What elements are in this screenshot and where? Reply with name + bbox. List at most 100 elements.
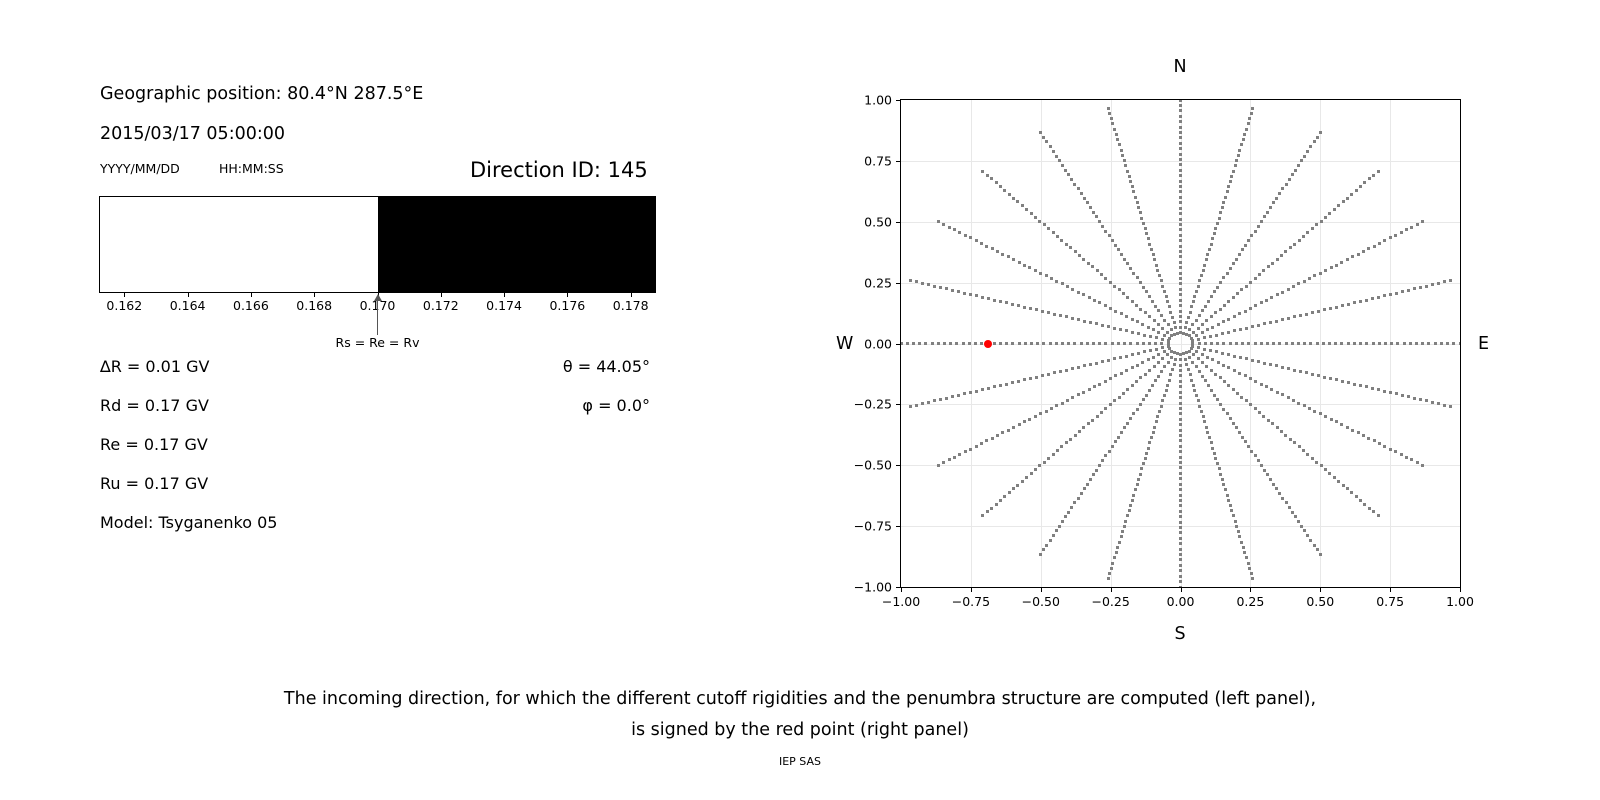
direction-point <box>1319 464 1323 468</box>
selected-direction-point[interactable] <box>983 339 992 348</box>
direction-point <box>1109 306 1113 310</box>
direction-point <box>1179 147 1182 151</box>
direction-point <box>1113 243 1117 247</box>
direction-point <box>969 447 973 451</box>
direction-point <box>1179 309 1182 313</box>
direction-point <box>1070 177 1074 181</box>
direction-point <box>1016 200 1020 204</box>
direction-point <box>1165 353 1169 357</box>
direction-point <box>963 291 967 295</box>
direction-point <box>1250 358 1254 362</box>
direction-point <box>1179 266 1182 270</box>
direction-point <box>1098 382 1102 386</box>
direction-point <box>1418 285 1422 289</box>
direction-point <box>1167 305 1171 309</box>
direction-point <box>1160 313 1164 317</box>
direction-point <box>1185 332 1189 336</box>
direction-point <box>1315 460 1319 464</box>
direction-point <box>1179 233 1182 237</box>
direction-point <box>1154 420 1158 424</box>
direction-point <box>1266 418 1270 422</box>
direction-point <box>1227 299 1231 303</box>
direction-point <box>1195 289 1199 293</box>
direction-point <box>1243 132 1247 136</box>
direction-point <box>1125 329 1128 333</box>
direction-point <box>1206 299 1210 303</box>
direction-point <box>1370 386 1374 390</box>
direction-point <box>1179 331 1182 335</box>
direction-point <box>1329 266 1333 270</box>
parameter-line: Rd = 0.17 GV <box>100 396 209 415</box>
direction-point <box>1258 273 1262 277</box>
direction-point <box>1244 357 1248 361</box>
direction-point <box>1179 255 1182 259</box>
direction-point <box>1313 274 1317 278</box>
direction-point <box>1057 159 1061 163</box>
direction-point <box>1179 574 1182 578</box>
direction-point <box>1187 315 1191 319</box>
direction-point <box>1412 396 1416 400</box>
direction-point <box>1198 404 1202 408</box>
direction-point <box>1183 326 1187 330</box>
direction-point <box>1020 479 1024 483</box>
direction-point <box>1206 384 1210 388</box>
direction-point <box>1179 136 1182 140</box>
direction-point <box>1236 530 1240 534</box>
direction-point <box>1007 192 1011 196</box>
direction-point <box>1077 365 1080 369</box>
direction-point <box>1408 342 1412 345</box>
direction-point <box>1284 433 1288 437</box>
direction-point <box>1135 342 1139 345</box>
direction-point <box>1297 238 1301 242</box>
direction-point <box>1160 342 1164 345</box>
direction-point <box>1442 403 1446 407</box>
direction-point <box>1140 467 1144 471</box>
direction-point <box>1334 342 1338 345</box>
direction-point <box>1179 190 1182 194</box>
direction-point <box>1313 409 1317 413</box>
direction-point <box>1045 140 1049 144</box>
direction-point <box>1109 117 1113 121</box>
direction-point <box>1076 496 1080 500</box>
direction-point <box>1241 138 1245 142</box>
direction-point <box>1179 428 1182 432</box>
direction-point <box>1157 374 1161 378</box>
parameter-line: ∆R = 0.01 GV <box>100 357 210 376</box>
direction-point <box>1154 304 1158 308</box>
direction-point <box>1170 315 1174 319</box>
direction-point <box>1179 455 1182 459</box>
direction-point <box>1241 435 1245 439</box>
direction-point <box>1293 242 1297 246</box>
x-tick-label: −0.25 <box>1091 594 1130 609</box>
direction-point <box>1410 458 1414 462</box>
direction-point <box>1047 372 1050 376</box>
direction-point <box>1179 536 1182 540</box>
direction-point <box>1130 498 1134 502</box>
direction-point <box>1179 314 1182 318</box>
direction-point <box>1249 403 1253 407</box>
direction-point <box>1227 384 1231 388</box>
direction-point <box>1179 250 1182 253</box>
direction-point <box>1127 174 1131 178</box>
direction-point <box>1421 220 1425 224</box>
direction-point <box>1179 542 1182 546</box>
direction-point <box>980 342 984 345</box>
direction-point <box>1179 498 1182 502</box>
direction-point <box>1179 239 1182 243</box>
direction-point <box>951 395 955 399</box>
direction-point <box>1113 556 1117 560</box>
direction-point <box>1155 336 1158 340</box>
x-tick-mark <box>1110 588 1112 592</box>
direction-point <box>1322 375 1326 379</box>
direction-point <box>1047 227 1051 231</box>
direction-point <box>1069 437 1073 441</box>
direction-point <box>1217 216 1221 220</box>
direction-point <box>1207 436 1211 440</box>
y-tick-mark <box>896 100 900 101</box>
direction-point <box>1350 192 1354 196</box>
direction-point <box>1340 379 1344 383</box>
direction-point <box>1172 332 1176 336</box>
direction-point <box>1214 227 1218 230</box>
direction-point <box>1265 298 1269 302</box>
direction-point <box>1258 410 1262 414</box>
